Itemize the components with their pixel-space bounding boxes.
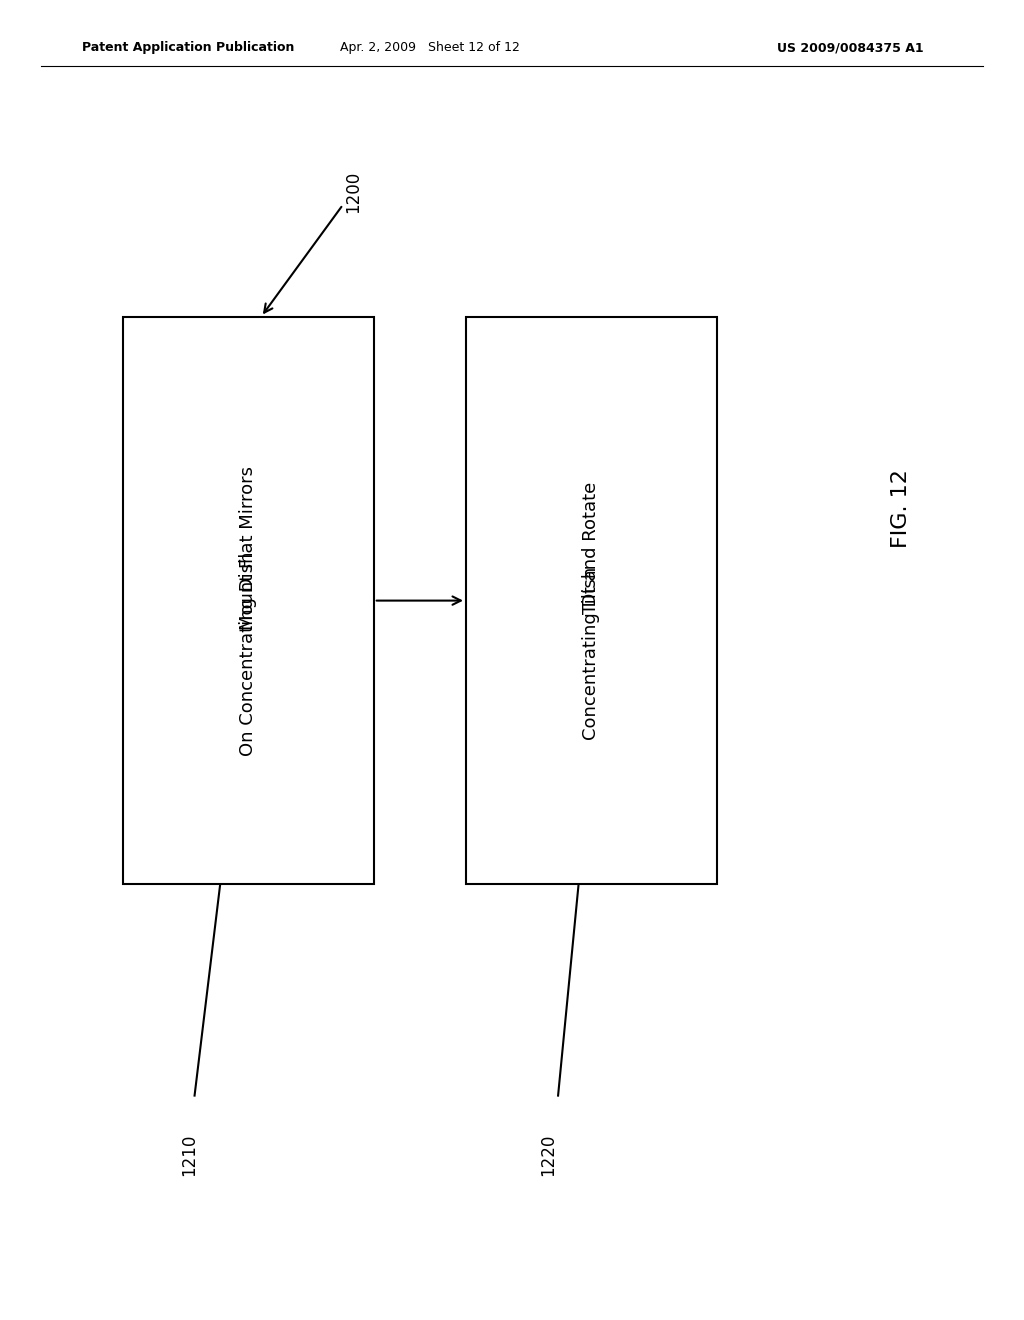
FancyBboxPatch shape [466, 317, 717, 884]
FancyBboxPatch shape [123, 317, 374, 884]
Text: On Concentrating Dish: On Concentrating Dish [240, 552, 257, 755]
Text: 1200: 1200 [344, 170, 362, 213]
Text: US 2009/0084375 A1: US 2009/0084375 A1 [776, 41, 924, 54]
Text: Mount Flat Mirrors: Mount Flat Mirrors [240, 466, 257, 630]
Text: 1210: 1210 [180, 1134, 199, 1176]
Text: Tilt and Rotate: Tilt and Rotate [583, 482, 600, 614]
Text: 1220: 1220 [539, 1134, 557, 1176]
Text: Concentrating Dish: Concentrating Dish [583, 566, 600, 741]
Text: Patent Application Publication: Patent Application Publication [82, 41, 294, 54]
Text: Apr. 2, 2009   Sheet 12 of 12: Apr. 2, 2009 Sheet 12 of 12 [340, 41, 520, 54]
Text: FIG. 12: FIG. 12 [891, 469, 911, 548]
